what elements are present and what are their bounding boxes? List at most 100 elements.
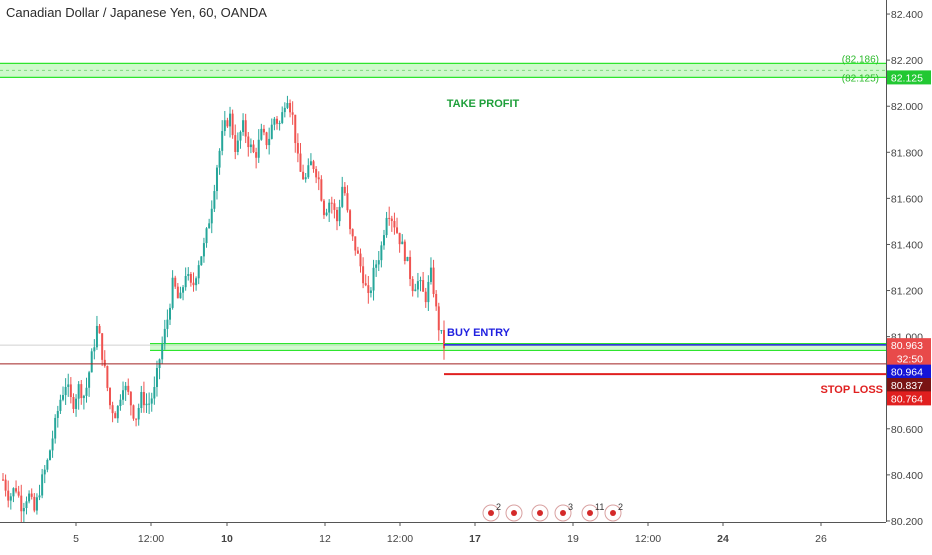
candle-body (202, 243, 205, 257)
x-tick-label: 19 (567, 533, 579, 545)
tag-last-price: 80.963 (887, 338, 931, 353)
event-mixed-flag[interactable]: 2 (604, 502, 623, 522)
y-tick-label: 81.400 (891, 239, 923, 251)
candle-body (437, 306, 440, 331)
candle-body (205, 228, 208, 244)
candle-body (153, 387, 156, 399)
candle-body (328, 202, 331, 213)
event-cad-flag-2[interactable] (531, 504, 549, 522)
candle-body (98, 325, 101, 334)
candle-body (236, 140, 239, 152)
candle-body (192, 282, 195, 286)
candle-body (62, 395, 65, 400)
candle-body (226, 120, 229, 127)
candle-body (101, 333, 104, 360)
candle-body (174, 277, 177, 287)
y-tick-label: 82.200 (891, 55, 923, 67)
x-tick-label: 26 (815, 533, 827, 545)
tag-last-price-text: 80.963 (891, 340, 923, 352)
event-jpy-flag-2-dot (560, 510, 566, 516)
candle-body (200, 256, 203, 266)
y-tick-label: 80.600 (891, 424, 923, 436)
take-profit-zone (0, 63, 886, 78)
x-tick-label: 24 (717, 533, 729, 545)
candle-body (372, 267, 375, 291)
y-tick-label: 80.200 (891, 516, 923, 528)
candle-body (325, 212, 328, 216)
zones-layer (0, 62, 886, 352)
event-cad-flag-3[interactable]: 11 (581, 502, 604, 522)
event-jpy-flag-2[interactable]: 3 (554, 502, 573, 522)
candle-body (72, 397, 75, 409)
candle-body (51, 438, 54, 451)
tag-buy-entry-text: 80.964 (891, 367, 923, 379)
candle-body (54, 417, 57, 439)
candle-body (218, 150, 221, 168)
candle-body (2, 479, 4, 481)
candle-body (270, 124, 273, 139)
candle-body (93, 347, 96, 352)
candle-body (137, 408, 140, 420)
candle-body (396, 227, 399, 233)
candle-body (208, 223, 211, 229)
candle-body (322, 200, 325, 216)
candle-body (95, 325, 98, 348)
x-tick-label: 12:00 (138, 533, 164, 545)
candle-body (69, 384, 72, 398)
candle-body (307, 165, 310, 178)
tag-stop-loss-text: 80.837 (891, 380, 923, 392)
candle-body (440, 330, 443, 332)
event-cad-flag-1-count: 2 (496, 502, 501, 512)
tag-buy-entry-bg (887, 364, 931, 379)
events-layer[interactable]: 2 3 11 2 (482, 502, 623, 522)
candle-body (171, 277, 174, 308)
candle-body (195, 278, 198, 286)
candle-body (273, 118, 276, 125)
x-tick-label: 17 (469, 533, 481, 545)
candle-body (388, 217, 391, 219)
event-cad-flag-2-dot (537, 510, 543, 516)
candle-body (362, 266, 365, 284)
candle-body (56, 410, 59, 418)
candle-body (349, 210, 352, 230)
event-cad-flag-1[interactable]: 2 (482, 502, 501, 522)
candle-body (90, 351, 93, 373)
candle-body (385, 217, 388, 236)
price-axis[interactable]: 82.400 82.200 82.000 81.800 81.600 81.400 81.2… (886, 0, 931, 528)
candle-body (166, 319, 169, 329)
candle-body (145, 403, 148, 406)
candle-body (409, 256, 412, 280)
candle-body (281, 112, 284, 124)
x-tick-label: 12:00 (635, 533, 661, 545)
chart-title: Canadian Dollar / Japanese Yen, 60, OAND… (6, 5, 267, 20)
candle-body (367, 285, 370, 293)
candle-body (213, 191, 216, 209)
candle-body (20, 495, 23, 512)
candle-body (142, 392, 145, 406)
buy-entry-label: BUY ENTRY (447, 327, 511, 339)
event-cad-flag-3-dot (587, 510, 593, 516)
labels-layer: (82.186) (82.125) TAKE PROFIT BUY ENTRY STOP… (447, 54, 883, 396)
event-cad-flag-1-dot (488, 510, 494, 516)
candle-body (304, 177, 307, 180)
time-axis[interactable]: 5 12:00 10 12 12:00 17 19 12:00 24 26 (0, 522, 886, 545)
candle-body (189, 273, 192, 283)
candle-body (221, 131, 224, 151)
candle-body (315, 169, 318, 178)
candle-body (111, 405, 114, 414)
candle-body (377, 260, 380, 265)
candle-body (283, 107, 286, 113)
tag-stop-limit-text: 80.764 (891, 393, 923, 405)
candle-body (401, 241, 404, 245)
candle-body (422, 280, 425, 292)
candle-body (265, 132, 268, 146)
stop-loss-label: STOP LOSS (820, 384, 883, 396)
event-jpy-flag-1[interactable] (505, 504, 523, 522)
candle-body (406, 256, 409, 262)
candle-body (75, 398, 78, 409)
candle-body (103, 359, 106, 367)
candle-body (435, 293, 438, 307)
candle-body (403, 241, 406, 262)
